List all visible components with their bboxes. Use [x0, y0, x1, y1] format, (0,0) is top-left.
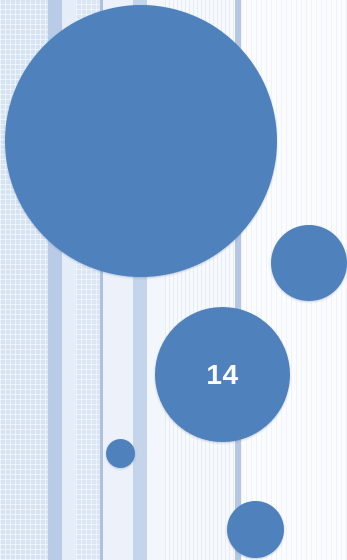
decorative-circle-bottom [227, 501, 284, 558]
background-stripe [235, 0, 241, 560]
decorative-circle-small [106, 439, 135, 468]
slide-number: 14 [206, 358, 239, 390]
decorative-circle-large [5, 5, 277, 277]
slide-number-circle: 14 [155, 307, 290, 442]
background-stripe [100, 0, 103, 560]
decorative-circle-right [271, 225, 347, 301]
